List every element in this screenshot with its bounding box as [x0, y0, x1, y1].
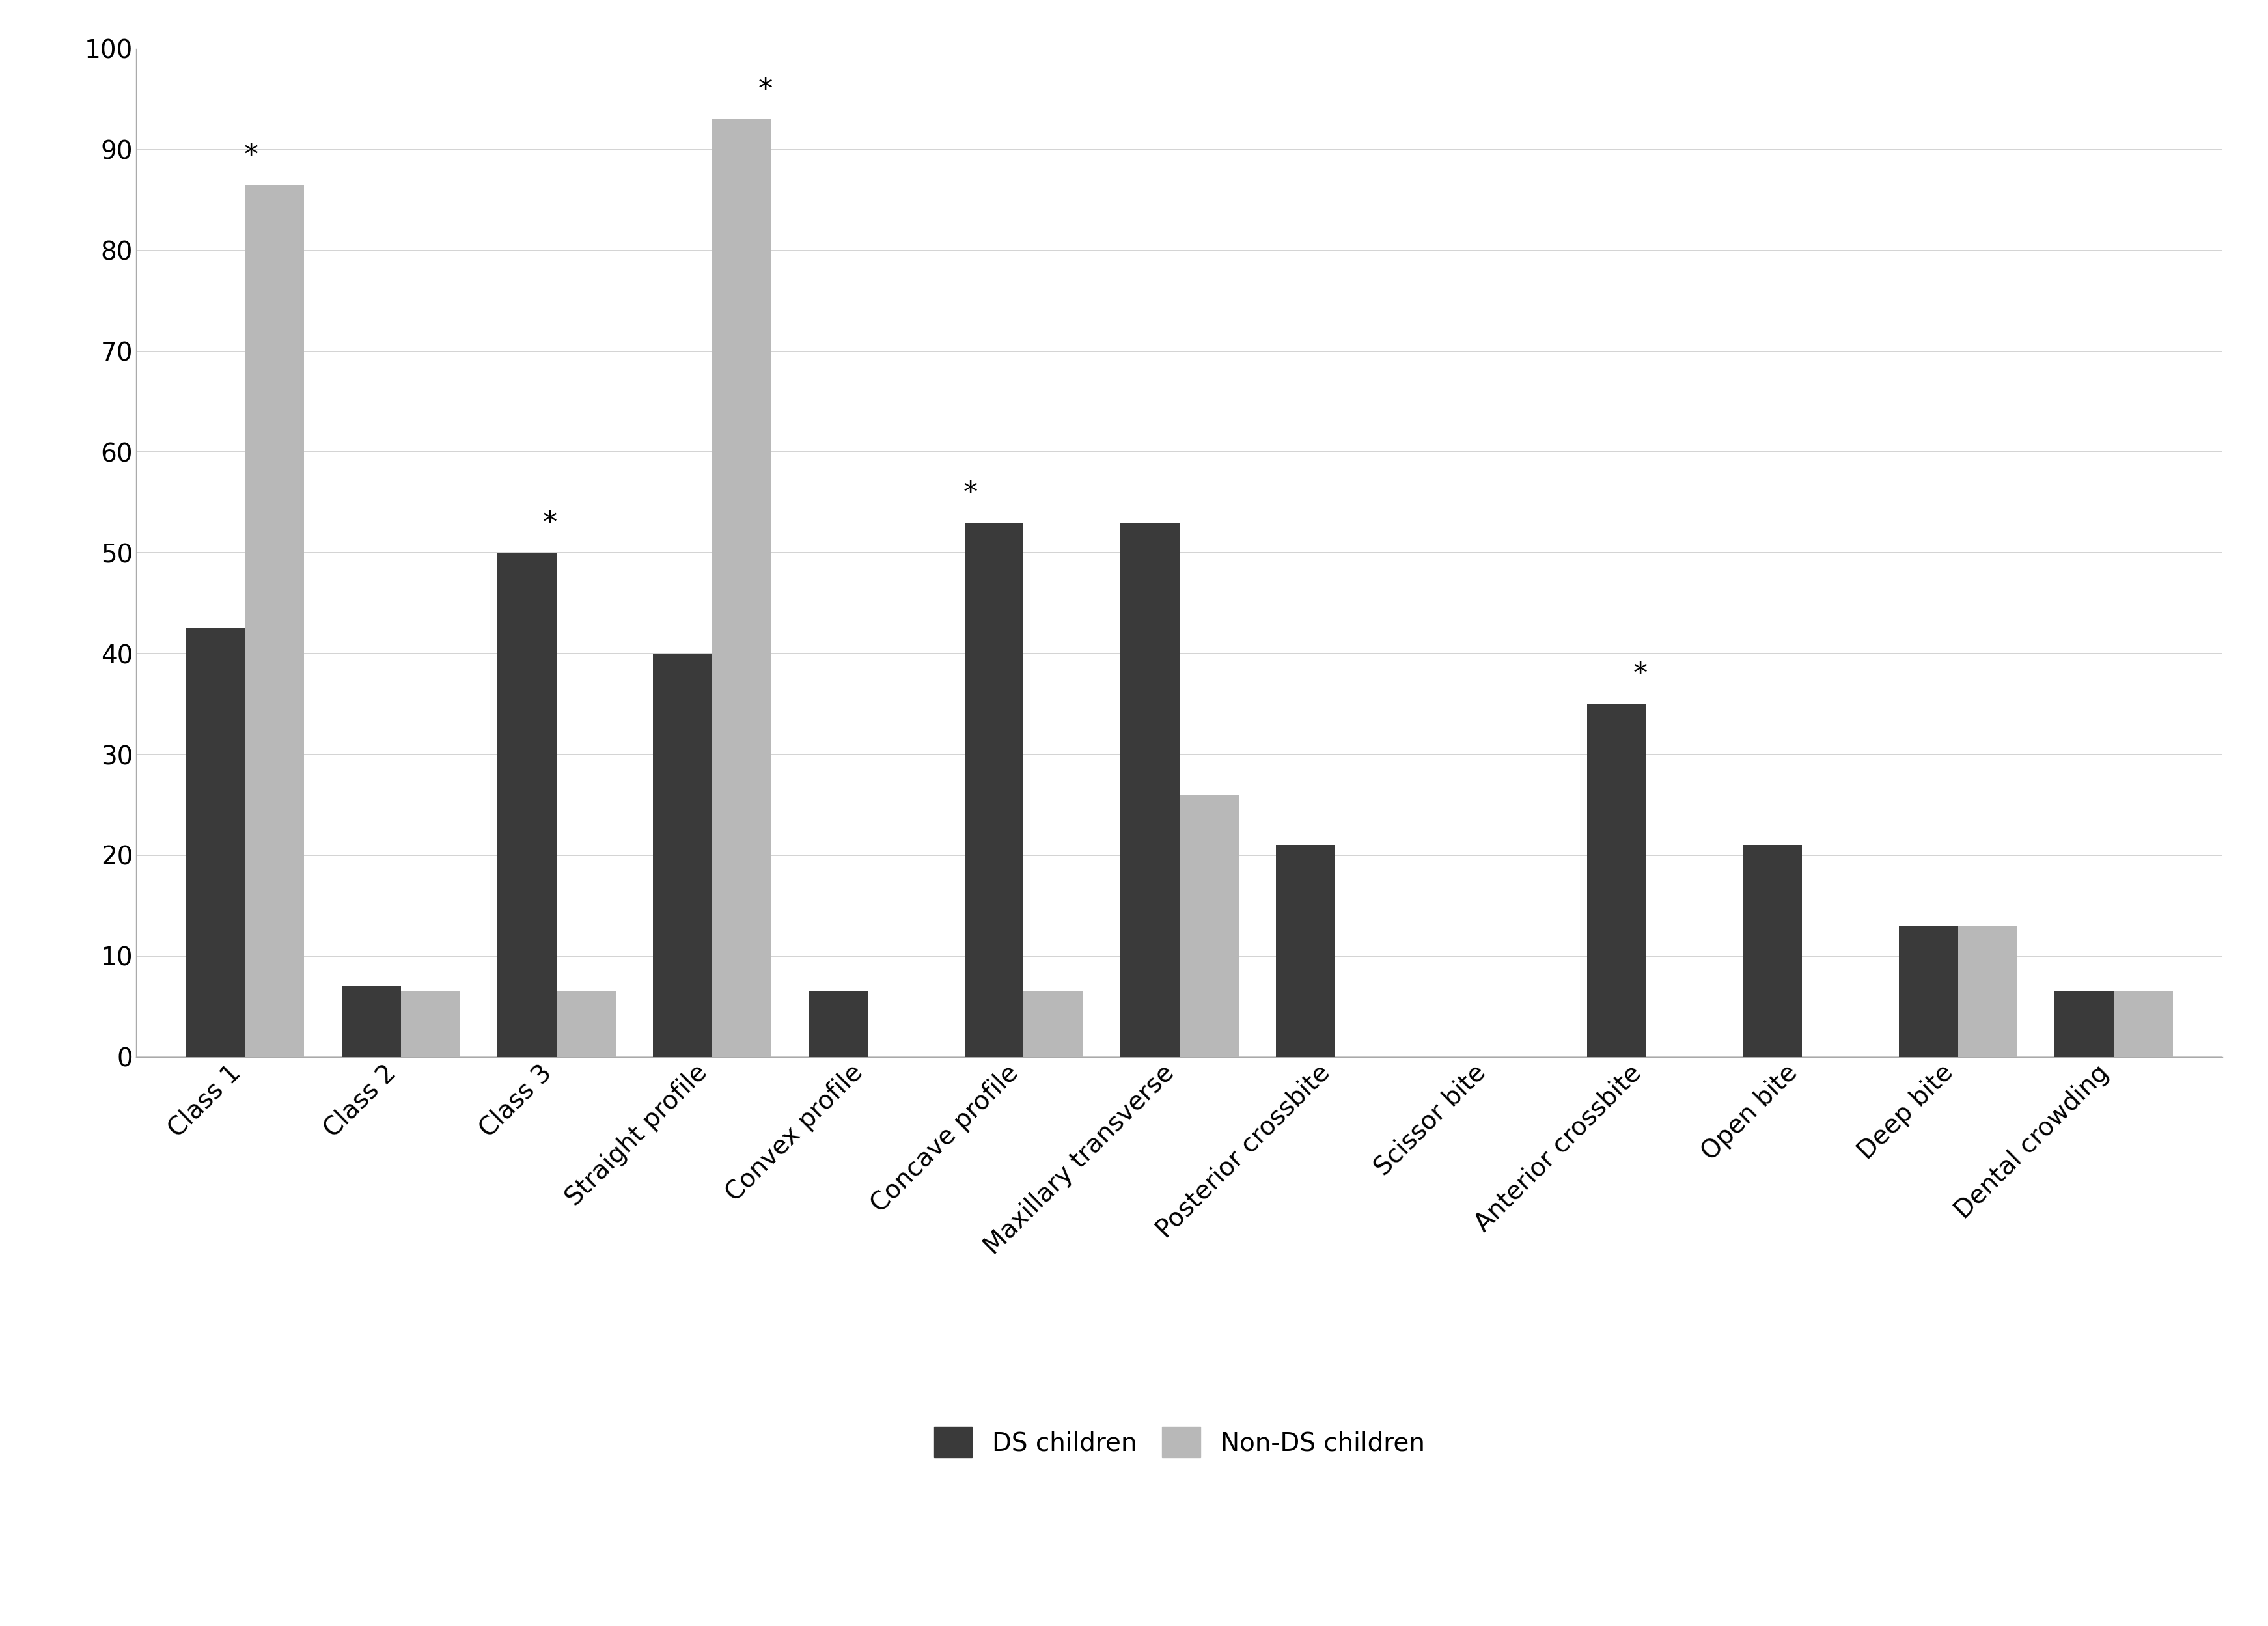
- Legend: DS children, Non-DS children: DS children, Non-DS children: [923, 1416, 1436, 1468]
- Bar: [497, 553, 556, 1057]
- Bar: [964, 522, 1023, 1057]
- Bar: [1957, 925, 2016, 1057]
- Bar: [1744, 846, 1803, 1057]
- Bar: [1277, 846, 1336, 1057]
- Bar: [401, 992, 460, 1057]
- Bar: [712, 119, 771, 1057]
- Text: *: *: [758, 76, 773, 104]
- Bar: [1023, 992, 1082, 1057]
- Bar: [186, 628, 245, 1057]
- Bar: [342, 987, 401, 1057]
- Bar: [1120, 522, 1179, 1057]
- Bar: [810, 992, 869, 1057]
- Bar: [1588, 704, 1647, 1057]
- Bar: [1898, 925, 1957, 1057]
- Text: *: *: [245, 141, 259, 169]
- Bar: [245, 185, 304, 1057]
- Bar: [2114, 992, 2173, 1057]
- Text: *: *: [1633, 660, 1647, 689]
- Bar: [1179, 795, 1238, 1057]
- Bar: [556, 992, 615, 1057]
- Text: *: *: [964, 480, 978, 507]
- Text: *: *: [542, 509, 558, 538]
- Bar: [2055, 992, 2114, 1057]
- Bar: [653, 654, 712, 1057]
